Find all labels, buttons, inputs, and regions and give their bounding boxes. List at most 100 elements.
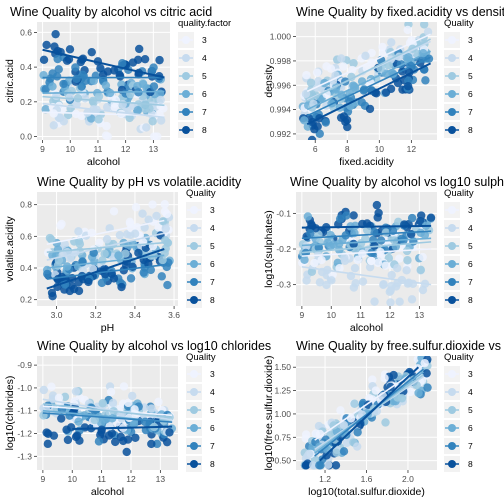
- y-axis-label: log10(free.sulfur.dioxide): [263, 356, 275, 471]
- data-point: [96, 63, 105, 73]
- data-point: [134, 44, 144, 54]
- data-point: [407, 295, 417, 304]
- data-point: [371, 386, 381, 395]
- y-tick-label: -1.0: [17, 383, 32, 393]
- data-point: [381, 261, 390, 270]
- data-point: [350, 263, 360, 273]
- legend-label-6: 6: [468, 259, 473, 269]
- data-point: [100, 249, 109, 258]
- x-tick-label: 3.0: [51, 310, 63, 320]
- data-point: [373, 258, 383, 268]
- data-point: [366, 256, 376, 266]
- data-point: [138, 209, 147, 218]
- fit-line-quality-4: [301, 266, 432, 286]
- legend-key-point: [190, 424, 198, 432]
- data-point: [134, 248, 143, 258]
- data-point: [54, 393, 64, 403]
- legend-title: quality.factor: [178, 18, 231, 29]
- legend-key-point: [448, 224, 456, 232]
- y-tick-label: 0.50: [274, 456, 291, 466]
- y-tick-label: -0.1: [276, 208, 291, 218]
- data-point: [416, 228, 425, 237]
- data-point: [144, 215, 153, 224]
- y-tick-label: 0.6: [20, 27, 32, 37]
- data-point: [148, 117, 157, 126]
- fit-line-quality-5: [42, 95, 165, 107]
- data-point: [327, 276, 336, 285]
- data-point: [416, 265, 425, 275]
- chart-title: Wine Quality by free.sulfur.dioxide vs t…: [296, 339, 504, 353]
- fit-line-quality-3: [314, 364, 424, 441]
- data-point: [406, 387, 415, 397]
- data-point: [147, 404, 156, 413]
- data-point: [122, 447, 131, 457]
- data-point: [102, 121, 111, 131]
- legend-label-7: 7: [210, 441, 215, 451]
- y-axis-label: citric.acid: [4, 59, 16, 103]
- data-point: [397, 234, 406, 244]
- legend-label-5: 5: [468, 71, 473, 81]
- data-point: [302, 70, 311, 80]
- data-point: [309, 461, 318, 470]
- data-point: [331, 461, 341, 470]
- data-point: [101, 131, 111, 140]
- legend-label-3: 3: [468, 35, 473, 45]
- data-point: [156, 95, 165, 105]
- chart-title: Wine Quality by pH vs volatile.acidity: [37, 175, 242, 189]
- y-tick-label: 1.25: [274, 386, 291, 396]
- x-tick-label: 3.2: [90, 310, 102, 320]
- data-point: [104, 431, 114, 440]
- data-point: [90, 415, 99, 425]
- data-point: [48, 292, 57, 301]
- data-point: [353, 255, 362, 265]
- legend-title: Quality: [444, 18, 474, 29]
- legend-label-6: 6: [210, 423, 215, 433]
- data-point: [43, 439, 53, 449]
- data-point: [108, 398, 118, 408]
- data-point: [42, 428, 51, 437]
- data-point: [39, 55, 49, 65]
- data-point: [361, 51, 370, 61]
- data-point: [339, 420, 349, 430]
- data-point: [39, 385, 48, 395]
- data-point: [326, 230, 335, 240]
- data-point: [323, 460, 333, 469]
- legend-key-point: [190, 442, 198, 450]
- legend-key-point: [448, 370, 456, 378]
- legend: Quality 3 4 5 6 7 8: [444, 188, 474, 308]
- y-tick-label: 0.8: [20, 200, 32, 210]
- data-point: [48, 82, 57, 91]
- data-point: [158, 255, 167, 265]
- y-axis-label: density: [263, 64, 275, 98]
- chart-panel-3: 3.0 3.2 3.4 3.6 0.2 0.4 0.6 0.8 pH volatile.acidi…: [4, 175, 242, 334]
- y-tick-label: -0.3: [276, 280, 291, 290]
- data-point: [51, 29, 60, 39]
- fit-line-quality-8: [72, 425, 173, 430]
- data-point: [102, 235, 112, 244]
- data-point: [335, 264, 344, 273]
- x-tick-label: 10: [68, 474, 78, 484]
- data-point: [304, 449, 314, 459]
- legend-label-3: 3: [202, 35, 207, 45]
- data-point: [372, 200, 382, 210]
- chart-title: Wine Quality by fixed.acidity vs density: [296, 5, 504, 19]
- scatter-points: [39, 29, 168, 140]
- data-point: [368, 375, 377, 384]
- legend-key-point: [190, 224, 198, 232]
- data-point: [407, 213, 417, 223]
- fit-line-quality-7: [314, 368, 425, 457]
- y-tick-label: 0.4: [20, 62, 32, 72]
- data-point: [353, 428, 362, 437]
- data-point: [381, 88, 391, 97]
- legend-key-point: [182, 90, 190, 98]
- data-point: [71, 387, 81, 396]
- data-point: [423, 383, 432, 392]
- legend-key-point: [190, 206, 198, 214]
- fit-line-quality-4: [42, 398, 173, 421]
- y-tick-label: 0.998: [270, 56, 292, 66]
- x-axis-label: pH: [101, 322, 114, 334]
- data-point: [387, 281, 396, 291]
- data-point: [350, 399, 359, 408]
- legend: quality.factor 3 4 5 6 7 8: [178, 18, 231, 138]
- legend-label-4: 4: [468, 53, 473, 63]
